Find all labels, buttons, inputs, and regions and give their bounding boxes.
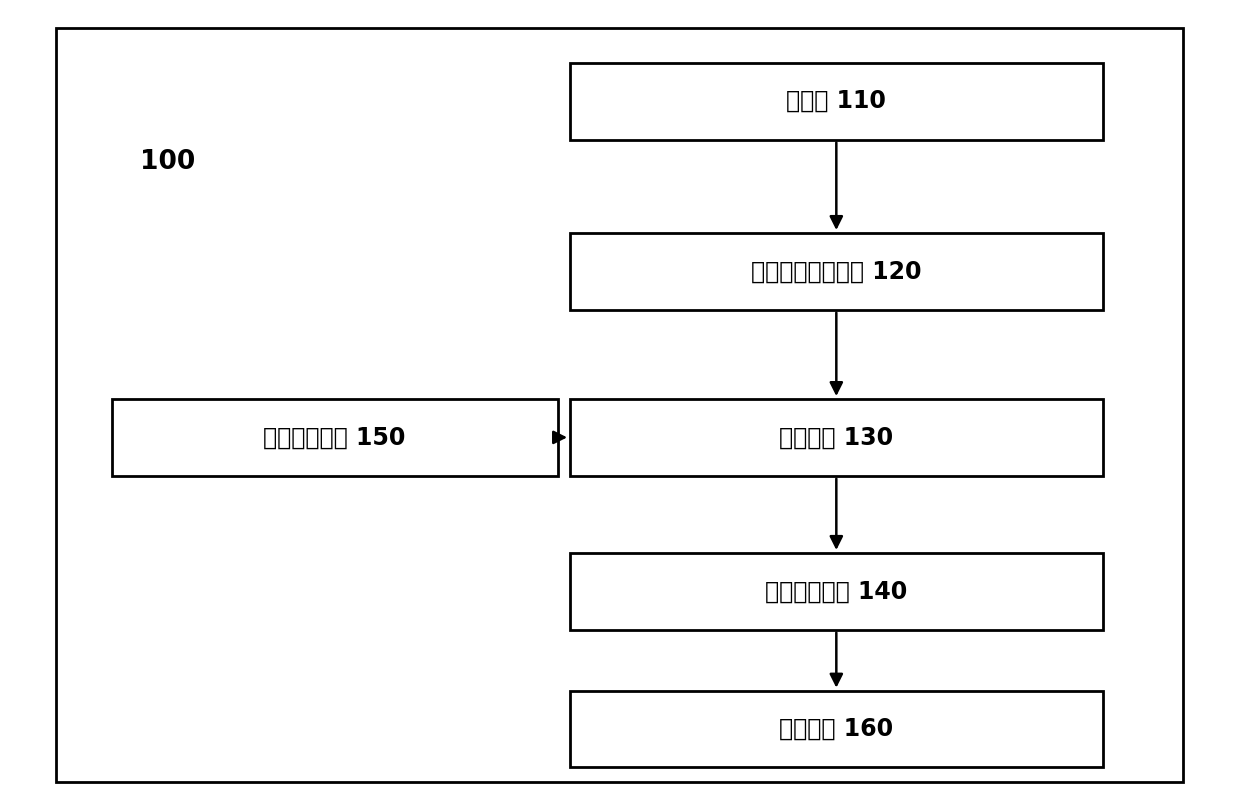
Bar <box>570 690 1103 768</box>
Text: 输出模块 160: 输出模块 160 <box>779 717 893 741</box>
Text: 识别模块 130: 识别模块 130 <box>779 425 893 450</box>
Bar <box>112 399 558 476</box>
Text: 100: 100 <box>140 149 195 175</box>
Bar <box>570 63 1103 140</box>
Text: 神经网络训练模块 120: 神经网络训练模块 120 <box>751 259 922 283</box>
Text: 概率计算模块 140: 概率计算模块 140 <box>766 579 907 603</box>
Text: 胸片获取模块 150: 胸片获取模块 150 <box>264 425 405 450</box>
Bar <box>570 552 1103 630</box>
Bar <box>570 399 1103 476</box>
Text: 样本库 110: 样本库 110 <box>787 89 886 113</box>
Bar <box>570 233 1103 309</box>
